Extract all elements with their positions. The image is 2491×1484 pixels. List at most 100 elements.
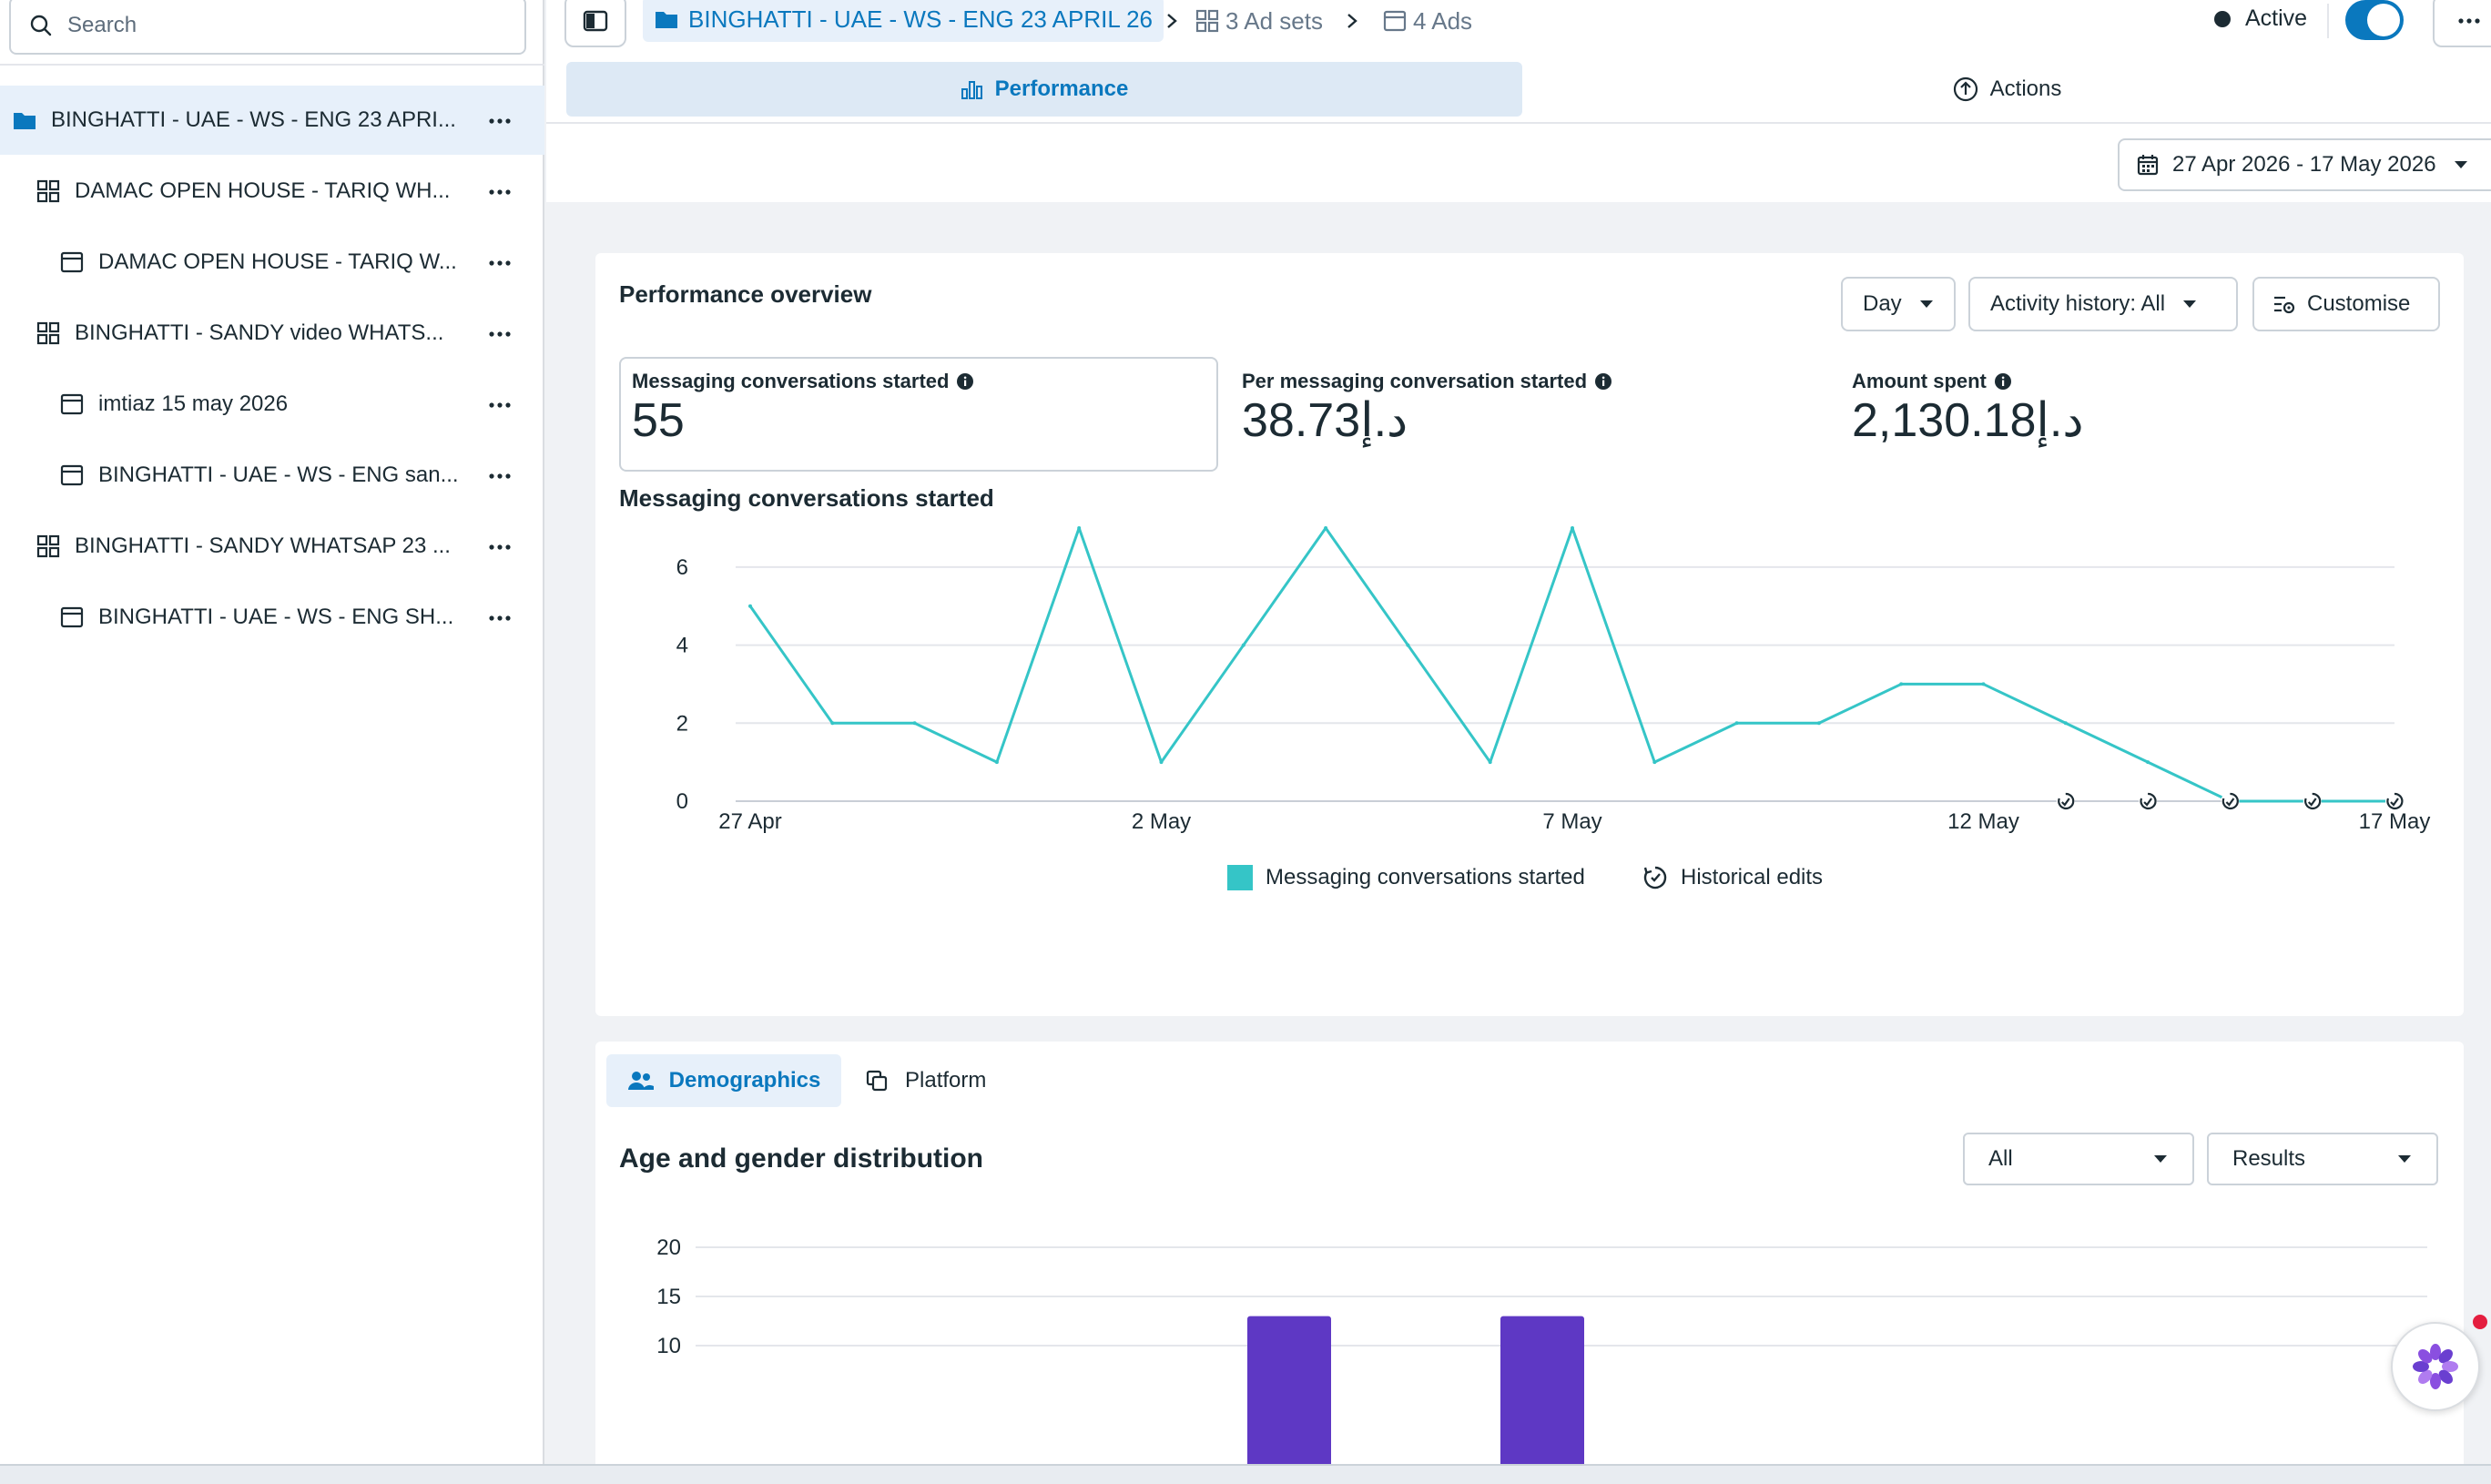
more-dots-icon[interactable]	[486, 605, 513, 632]
x-tick-label: 2 May	[1132, 809, 1191, 834]
tree-item-label: BINGHATTI - SANDY WHATSAP 23 ...	[75, 534, 451, 558]
search-icon	[29, 14, 53, 37]
bar-y-tick-label: 10	[656, 1334, 681, 1358]
age-gender-title: Age and gender distribution	[619, 1143, 984, 1174]
metric-conversations: Messaging conversations started 55	[632, 370, 974, 448]
granularity-dropdown[interactable]: Day	[1841, 277, 1956, 331]
metric-cost-per-conversation[interactable]: Per messaging conversation started 38.73…	[1242, 370, 1612, 448]
date-range-picker[interactable]: 27 Apr 2026 - 17 May 2026	[2118, 138, 2491, 191]
tab-demographics[interactable]: Demographics	[606, 1054, 841, 1107]
tab-actions[interactable]: Actions	[1522, 62, 2491, 117]
data-point	[1159, 760, 1164, 765]
more-dots-icon[interactable]	[486, 107, 513, 135]
info-icon[interactable]	[1994, 372, 2012, 391]
data-point	[1241, 643, 1246, 647]
data-point	[2063, 721, 2068, 726]
data-point	[2146, 760, 2150, 765]
sidebar: BINGHATTI - UAE - WS - ENG 23 APRI... DAM…	[0, 0, 544, 1464]
caret-down-icon	[2181, 299, 2198, 310]
breadcrumb-ad-sets-label: 3 Ad sets	[1225, 6, 1323, 35]
more-dots-icon[interactable]	[486, 249, 513, 277]
breadcrumb-ads[interactable]: 4 Ads	[1382, 0, 1472, 42]
arrow-up-circle-icon	[1952, 76, 1979, 103]
filter-all-label: All	[1988, 1146, 2013, 1171]
data-point	[1571, 526, 1574, 530]
performance-overview-title: Performance overview	[619, 280, 872, 308]
age-bar	[1500, 1316, 1584, 1466]
ad-icon	[1382, 8, 1408, 34]
folder-icon	[11, 107, 38, 134]
info-icon[interactable]	[956, 372, 974, 391]
activity-history-dropdown[interactable]: Activity history: All	[1968, 277, 2238, 331]
platform-copy-icon	[865, 1069, 889, 1093]
data-point	[912, 721, 917, 726]
historical-edit-marker	[2139, 792, 2158, 810]
data-point	[1406, 643, 1410, 647]
tab-performance[interactable]: Performance	[566, 62, 1522, 117]
date-range-label: 27 Apr 2026 - 17 May 2026	[2172, 152, 2436, 177]
search-input[interactable]	[66, 12, 484, 39]
tree-item-ad-set[interactable]: BINGHATTI - SANDY WHATSAP 23 ...	[0, 512, 544, 581]
historical-edit-marker	[2303, 792, 2322, 810]
sidebar-panel-icon	[583, 10, 608, 32]
bar-chart-icon	[961, 78, 984, 100]
more-dots-icon[interactable]	[486, 391, 513, 419]
filter-results-label: Results	[2232, 1146, 2306, 1171]
data-point	[1488, 760, 1492, 765]
calendar-icon	[2136, 153, 2160, 177]
breadcrumb-campaign[interactable]: BINGHATTI - UAE - WS - ENG 23 APRIL 26	[643, 0, 1164, 42]
info-icon[interactable]	[1594, 372, 1612, 391]
search-box[interactable]	[9, 0, 526, 55]
ad-set-grid-icon	[35, 533, 62, 560]
historical-edit-marker	[2221, 792, 2240, 810]
ad-set-grid-icon	[35, 178, 62, 205]
more-dots-icon[interactable]	[486, 178, 513, 206]
tree-item-campaign[interactable]: BINGHATTI - UAE - WS - ENG 23 APRI...	[0, 86, 544, 155]
breadcrumb-ad-sets[interactable]: 3 Ad sets	[1195, 0, 1323, 42]
tree-item-ad-set[interactable]: DAMAC OPEN HOUSE - TARIQ WH...	[0, 157, 544, 226]
assistant-flower-icon	[2413, 1344, 2458, 1389]
legend-swatch	[1227, 865, 1253, 890]
filter-all-dropdown[interactable]: All	[1963, 1133, 2194, 1185]
folder-icon	[654, 8, 679, 30]
data-point	[748, 604, 752, 608]
tree-item-ad[interactable]: BINGHATTI - UAE - WS - ENG san...	[0, 441, 544, 510]
customise-settings-icon	[2272, 293, 2296, 315]
ad-set-grid-icon	[35, 320, 62, 347]
tree-item-ad[interactable]: imtiaz 15 may 2026	[0, 370, 544, 439]
tab-platform[interactable]: Platform	[865, 1054, 986, 1107]
assistant-button[interactable]	[2391, 1322, 2480, 1411]
filter-results-dropdown[interactable]: Results	[2207, 1133, 2438, 1185]
more-dots-icon[interactable]	[486, 534, 513, 561]
metric-amount-spent[interactable]: Amount spent 2,130.18د.إ	[1852, 370, 2083, 448]
tree-item-ad-set[interactable]: BINGHATTI - SANDY video WHATS...	[0, 299, 544, 368]
legend-historical-edits[interactable]: Historical edits	[1642, 865, 1823, 890]
tree-item-label: BINGHATTI - UAE - WS - ENG SH...	[98, 605, 454, 629]
more-dots-icon	[2458, 18, 2480, 24]
toggle-knob	[2367, 4, 2400, 36]
data-point	[1816, 721, 1821, 726]
caret-down-icon	[2152, 1154, 2169, 1164]
more-dots-icon[interactable]	[486, 462, 513, 490]
metric-card-selected[interactable]	[619, 357, 1218, 472]
chevron-right-icon	[1342, 11, 1362, 31]
bottom-strip	[0, 1464, 2491, 1484]
y-tick-label: 6	[676, 555, 688, 580]
panel-toggle-button[interactable]	[564, 0, 626, 47]
tree-item-ad[interactable]: BINGHATTI - UAE - WS - ENG SH...	[0, 583, 544, 652]
tree-item-label: imtiaz 15 may 2026	[98, 391, 289, 416]
tab-divider	[546, 122, 2491, 124]
customise-button[interactable]: Customise	[2252, 277, 2440, 331]
active-toggle[interactable]	[2345, 0, 2404, 40]
ad-icon	[58, 604, 86, 631]
tree-item-label: DAMAC OPEN HOUSE - TARIQ WH...	[75, 178, 451, 203]
more-options-button[interactable]	[2433, 0, 2491, 47]
legend-series-label: Messaging conversations started	[1266, 865, 1585, 889]
legend-historical-label: Historical edits	[1681, 865, 1824, 889]
legend-series[interactable]: Messaging conversations started	[1227, 865, 1585, 890]
tree-item-ad[interactable]: DAMAC OPEN HOUSE - TARIQ W...	[0, 228, 544, 297]
chart-title: Messaging conversations started	[619, 484, 994, 512]
status-label: Active	[2245, 5, 2308, 31]
more-dots-icon[interactable]	[486, 320, 513, 348]
ad-icon	[58, 391, 86, 418]
